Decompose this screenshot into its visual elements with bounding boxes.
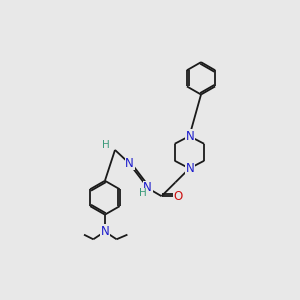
Text: H: H <box>139 188 147 198</box>
Text: N: N <box>143 181 152 194</box>
Text: H: H <box>102 140 110 150</box>
Text: N: N <box>125 157 134 169</box>
Text: O: O <box>173 190 182 203</box>
Text: N: N <box>186 162 195 175</box>
Text: N: N <box>186 130 195 142</box>
Text: N: N <box>100 225 109 238</box>
